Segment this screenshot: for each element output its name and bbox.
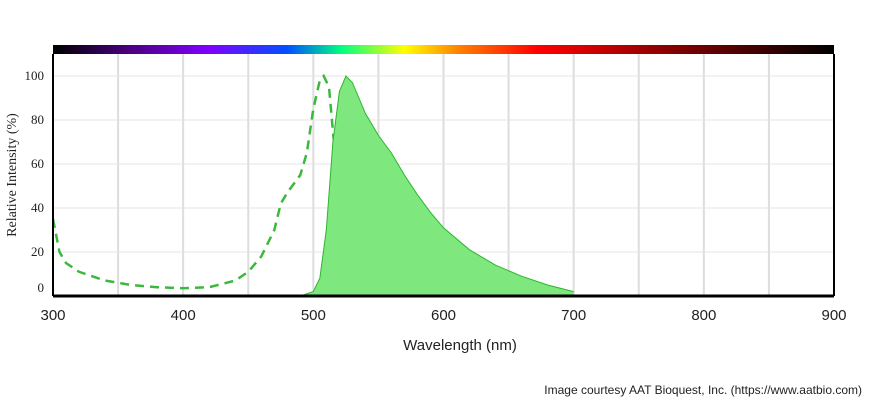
- x-tick-label: 600: [431, 307, 456, 324]
- y-axis-label: Relative Intensity (%): [5, 113, 20, 237]
- x-tick-label: 400: [171, 307, 196, 324]
- y-tick-label: 0: [38, 280, 45, 295]
- area: [300, 76, 574, 296]
- line: [300, 75, 574, 297]
- x-tick-label: 800: [691, 307, 716, 324]
- x-tick-label: 700: [561, 307, 586, 324]
- y-tick-label: 100: [25, 68, 45, 83]
- line: [51, 73, 444, 297]
- y-tick-label: 60: [31, 156, 44, 171]
- spectrum-bar: [53, 45, 834, 54]
- y-tick-label: 40: [31, 200, 44, 215]
- x-tick-label: 500: [301, 307, 326, 324]
- x-tick-label: 900: [821, 307, 846, 324]
- y-tick-label: 80: [31, 112, 44, 127]
- x-axis-label: Wavelength (nm): [403, 337, 517, 354]
- x-tick-label: 300: [40, 307, 65, 324]
- credit: Image courtesy AAT Bioquest, Inc. (https…: [544, 383, 862, 397]
- y-tick-label: 20: [31, 244, 44, 259]
